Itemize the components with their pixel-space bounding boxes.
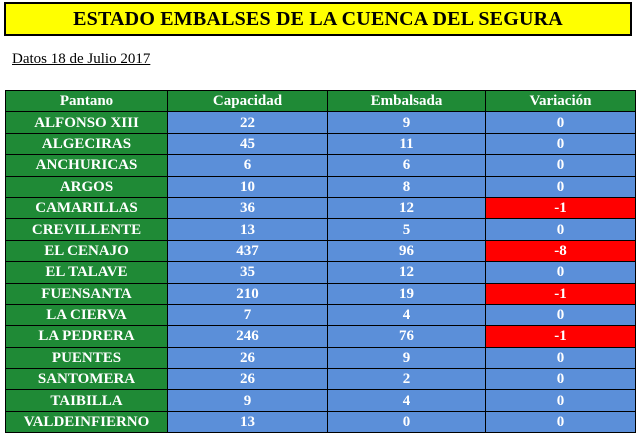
reservoir-name-cell: EL TALAVE — [5, 261, 168, 284]
stored-cell: 11 — [327, 132, 486, 156]
reservoir-name-cell: SANTOMERA — [5, 368, 168, 391]
variation-cell: -8 — [485, 239, 636, 263]
table-row: EL CENAJO 437 96 -8 — [5, 239, 636, 263]
header-embalsada: Embalsada — [327, 89, 486, 113]
reservoir-name-cell: ALGECIRAS — [5, 132, 168, 156]
capacity-cell: 6 — [167, 154, 328, 177]
variation-cell: 0 — [485, 175, 636, 198]
capacity-cell: 7 — [167, 303, 328, 327]
reservoir-name-cell: LA CIERVA — [5, 303, 168, 327]
stored-cell: 96 — [327, 239, 486, 263]
table-row: ANCHURICAS 6 6 0 — [5, 154, 636, 177]
reservoir-name-cell: EL CENAJO — [5, 239, 168, 263]
stored-cell: 9 — [327, 346, 486, 370]
variation-cell: 0 — [485, 389, 636, 412]
capacity-cell: 35 — [167, 261, 328, 284]
table-row: ALFONSO XIII 22 9 0 — [5, 111, 636, 134]
stored-cell: 8 — [327, 175, 486, 198]
reservoir-table: Pantano Capacidad Embalsada Variación AL… — [5, 89, 636, 434]
variation-cell: 0 — [485, 410, 636, 434]
stored-cell: 6 — [327, 154, 486, 177]
table-row: EL TALAVE 35 12 0 — [5, 261, 636, 284]
table-row: SANTOMERA 26 2 0 — [5, 368, 636, 391]
table-header-row: Pantano Capacidad Embalsada Variación — [5, 89, 636, 113]
stored-cell: 4 — [327, 303, 486, 327]
capacity-cell: 45 — [167, 132, 328, 156]
page-title: ESTADO EMBALSES DE LA CUENCA DEL SEGURA — [73, 7, 563, 30]
reservoir-name-cell: LA PEDRERA — [5, 325, 168, 348]
capacity-cell: 22 — [167, 111, 328, 134]
capacity-cell: 10 — [167, 175, 328, 198]
capacity-cell: 26 — [167, 346, 328, 370]
reservoir-name-cell: CAMARILLAS — [5, 196, 168, 220]
date-line: Datos 18 de Julio 2017 — [12, 51, 151, 67]
reservoir-name-cell: CREVILLENTE — [5, 218, 168, 241]
variation-cell: -1 — [485, 325, 636, 348]
variation-cell: 0 — [485, 132, 636, 156]
capacity-cell: 9 — [167, 389, 328, 412]
stored-cell: 12 — [327, 196, 486, 220]
reservoir-name-cell: PUENTES — [5, 346, 168, 370]
variation-cell: 0 — [485, 154, 636, 177]
table-row: ALGECIRAS 45 11 0 — [5, 132, 636, 156]
variation-cell: 0 — [485, 303, 636, 327]
capacity-cell: 13 — [167, 410, 328, 434]
reservoir-name-cell: ALFONSO XIII — [5, 111, 168, 134]
table-row: FUENSANTA 210 19 -1 — [5, 282, 636, 305]
table-row: VALDEINFIERNO 13 0 0 — [5, 410, 636, 434]
reservoir-name-cell: ANCHURICAS — [5, 154, 168, 177]
table-row: CAMARILLAS 36 12 -1 — [5, 196, 636, 220]
variation-cell: 0 — [485, 368, 636, 391]
stored-cell: 4 — [327, 389, 486, 412]
stored-cell: 2 — [327, 368, 486, 391]
stored-cell: 9 — [327, 111, 486, 134]
table-row: PUENTES 26 9 0 — [5, 346, 636, 370]
table-row: LA PEDRERA 246 76 -1 — [5, 325, 636, 348]
stored-cell: 0 — [327, 410, 486, 434]
header-pantano: Pantano — [5, 89, 168, 113]
variation-cell: 0 — [485, 218, 636, 241]
capacity-cell: 246 — [167, 325, 328, 348]
stored-cell: 5 — [327, 218, 486, 241]
table-body: ALFONSO XIII 22 9 0 ALGECIRAS 45 11 0 ANCHURICAS… — [5, 111, 636, 434]
reservoir-name-cell: ARGOS — [5, 175, 168, 198]
reservoir-name-cell: TAIBILLA — [5, 389, 168, 412]
table-row: CREVILLENTE 13 5 0 — [5, 218, 636, 241]
capacity-cell: 13 — [167, 218, 328, 241]
table-row: LA CIERVA 7 4 0 — [5, 303, 636, 327]
variation-cell: 0 — [485, 111, 636, 134]
table-row: ARGOS 10 8 0 — [5, 175, 636, 198]
reservoir-name-cell: FUENSANTA — [5, 282, 168, 305]
stored-cell: 19 — [327, 282, 486, 305]
variation-cell: -1 — [485, 196, 636, 220]
header-capacidad: Capacidad — [167, 89, 328, 113]
capacity-cell: 210 — [167, 282, 328, 305]
capacity-cell: 437 — [167, 239, 328, 263]
capacity-cell: 36 — [167, 196, 328, 220]
reservoir-name-cell: VALDEINFIERNO — [5, 410, 168, 434]
title-banner: ESTADO EMBALSES DE LA CUENCA DEL SEGURA — [4, 2, 632, 36]
table-row: TAIBILLA 9 4 0 — [5, 389, 636, 412]
header-variacion: Variación — [485, 89, 636, 113]
variation-cell: 0 — [485, 261, 636, 284]
stored-cell: 76 — [327, 325, 486, 348]
stored-cell: 12 — [327, 261, 486, 284]
variation-cell: 0 — [485, 346, 636, 370]
capacity-cell: 26 — [167, 368, 328, 391]
variation-cell: -1 — [485, 282, 636, 305]
